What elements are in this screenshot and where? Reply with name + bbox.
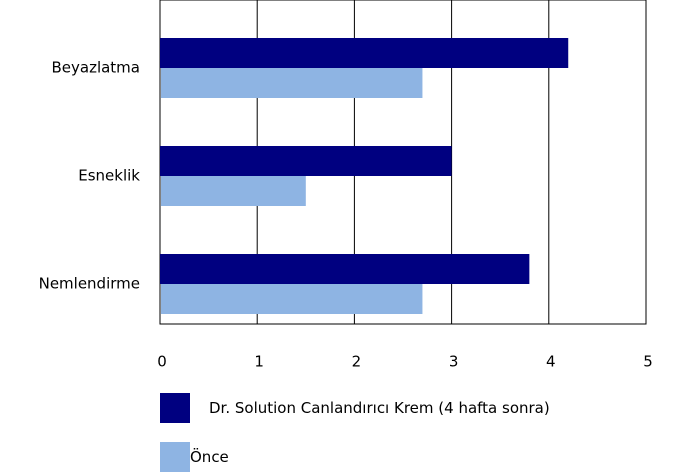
x-tick-label: 2 [352,353,362,371]
legend-swatch-2 [160,442,190,472]
bar-beyazlatma-series-1 [160,38,569,68]
legend-item-1: Dr. Solution Canlandırıcı Krem (4 hafta … [160,393,550,423]
bar-nemlendirme-series-1 [160,254,530,284]
x-tick-label: 1 [254,353,264,371]
x-tick-label: 5 [643,353,653,371]
legend-item-2: Önce [160,442,229,472]
category-label: Beyazlatma [51,59,140,77]
x-tick-label: 0 [157,353,167,371]
x-tick-label: 4 [546,353,556,371]
legend-swatch-1 [160,393,190,423]
category-labels: Beyazlatma Esneklik Nemlendirme [39,59,141,293]
bar-esneklik-series-2 [161,176,306,206]
x-tick-label: 3 [449,353,459,371]
x-tick-labels: 0 1 2 3 4 5 [157,353,653,371]
legend-label-2: Önce [190,448,229,466]
category-label: Nemlendirme [39,275,140,293]
category-label: Esneklik [78,167,140,185]
legend-label-1: Dr. Solution Canlandırıcı Krem (4 hafta … [209,399,550,417]
bar-esneklik-series-1 [160,146,452,176]
bar-nemlendirme-series-2 [161,284,423,314]
bar-beyazlatma-series-2 [161,68,423,98]
bars [160,38,569,314]
